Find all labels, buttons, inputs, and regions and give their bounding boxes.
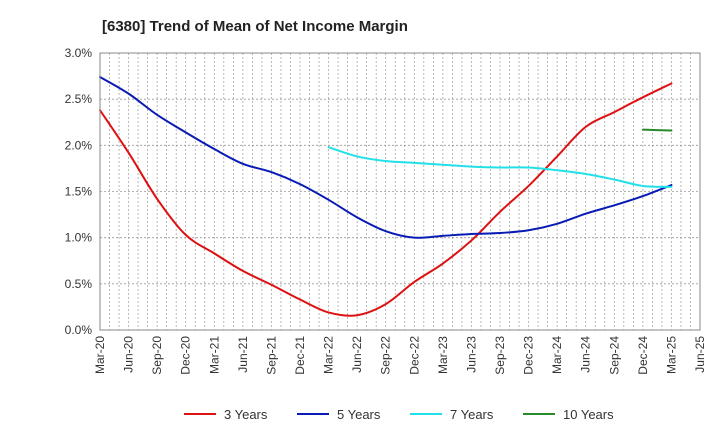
x-axis: Mar-20 Jun-20 Sep-20 Dec-20 Mar-21 Jun-21 Sep-… (93, 336, 707, 375)
legend-label: 3 Years (224, 407, 268, 422)
y-tick-label: 3.0% (65, 46, 93, 60)
x-tick-label: Jun-21 (236, 336, 250, 373)
y-tick-label: 2.5% (65, 92, 93, 106)
legend-label: 5 Years (337, 407, 381, 422)
y-tick-label: 2.0% (65, 138, 93, 152)
x-tick-label: Mar-25 (664, 336, 678, 374)
x-tick-label: Mar-24 (550, 336, 564, 374)
x-tick-label: Sep-23 (493, 336, 507, 375)
x-tick-label: Jun-22 (350, 336, 364, 373)
y-tick-label: 0.5% (65, 277, 93, 291)
x-tick-label: Mar-23 (436, 336, 450, 374)
legend: 3 Years 5 Years 7 Years 10 Years (184, 407, 614, 422)
plot-frame (99, 52, 701, 331)
x-tick-label: Jun-25 (693, 336, 707, 373)
x-tick-label: Mar-22 (322, 336, 336, 374)
x-tick-label: Sep-21 (264, 336, 278, 375)
x-tick-label: Mar-20 (93, 336, 107, 374)
chart-title: [6380] Trend of Mean of Net Income Margi… (102, 18, 408, 35)
x-tick-label: Dec-21 (293, 336, 307, 375)
legend-label: 7 Years (450, 407, 494, 422)
x-tick-label: Jun-23 (464, 336, 478, 373)
x-tick-label: Dec-23 (522, 336, 536, 375)
grid (100, 52, 700, 331)
series-line-3-years (99, 82, 673, 317)
x-tick-label: Sep-22 (379, 336, 393, 375)
y-tick-label: 0.0% (65, 323, 93, 337)
series-line-5-years (99, 76, 673, 239)
x-tick-label: Dec-22 (407, 336, 421, 375)
x-tick-label: Sep-24 (607, 336, 621, 375)
series-group (99, 76, 673, 317)
x-tick-label: Jun-20 (122, 336, 136, 373)
y-tick-label: 1.5% (65, 185, 93, 199)
legend-label: 10 Years (563, 407, 614, 422)
x-tick-label: Dec-20 (179, 336, 193, 375)
y-tick-label: 1.0% (65, 231, 93, 245)
x-tick-label: Sep-20 (150, 336, 164, 375)
y-axis: 0.0% 0.5% 1.0% 1.5% 2.0% 2.5% 3.0% (65, 46, 93, 337)
series-line-10-years (641, 128, 673, 132)
x-tick-label: Mar-21 (207, 336, 221, 374)
x-tick-label: Dec-24 (636, 336, 650, 375)
x-tick-label: Jun-24 (579, 336, 593, 373)
series-line-7-years (327, 146, 673, 188)
